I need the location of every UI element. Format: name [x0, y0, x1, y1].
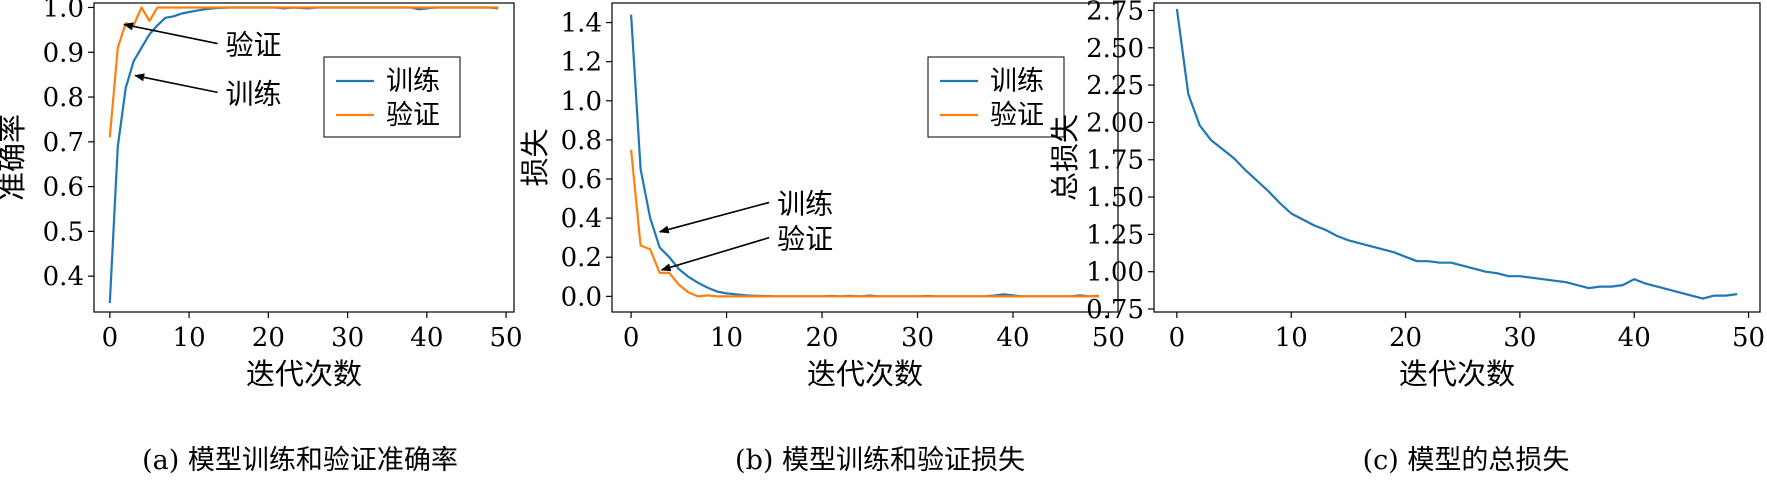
y-tick-label: 0.9: [43, 38, 84, 68]
x-tick-label: 40: [996, 323, 1029, 353]
x-tick-label: 30: [1503, 323, 1536, 353]
x-tick-label: 0: [1169, 323, 1186, 353]
x-tick-label: 50: [490, 323, 523, 353]
x-tick-label: 40: [1618, 323, 1651, 353]
x-tick-label: 20: [805, 323, 838, 353]
plot-frame: [1153, 2, 1761, 313]
y-tick-label: 0.6: [561, 165, 602, 195]
y-tick-label: 1.2: [561, 48, 602, 78]
legend-entry: 训练: [990, 66, 1044, 97]
y-axis-label: 总损失: [1048, 114, 1082, 201]
annotation-arrow: [658, 201, 770, 234]
y-tick-label: 2.00: [1086, 108, 1144, 138]
legend-box: [927, 56, 1065, 138]
y-tick-label: 0.2: [561, 243, 602, 273]
x-tick-label: 10: [710, 323, 743, 353]
y-tick-label: 2.25: [1086, 71, 1144, 101]
y-tick-label: 0.8: [43, 83, 84, 113]
y-tick-label: 0.5: [43, 217, 84, 247]
y-tick-label: 0.8: [561, 126, 602, 156]
y-tick-label: 0.0: [561, 282, 602, 312]
annotation-arrow: [134, 73, 218, 94]
legend-entry: 验证: [990, 100, 1044, 131]
plot-frame: [611, 2, 1119, 313]
caption-a: (a) 模型训练和验证准确率: [142, 445, 458, 476]
y-tick-label: 0.4: [43, 262, 84, 292]
x-axis-label: 迭代次数: [246, 357, 362, 391]
y-tick-label: 2.75: [1086, 0, 1144, 26]
annotation-arrow: [660, 236, 770, 272]
plot-frame: [93, 2, 515, 313]
annotation-label: 训练: [226, 77, 282, 110]
caption-b: (b) 模型训练和验证损失: [735, 445, 1025, 476]
series-line-val: [630, 149, 1099, 298]
y-tick-label: 1.50: [1086, 183, 1144, 213]
x-tick-label: 0: [623, 323, 640, 353]
y-axis-label: 准确率: [0, 114, 29, 201]
caption-c: (c) 模型的总损失: [1362, 445, 1570, 476]
legend-entry: 训练: [386, 66, 440, 97]
chart-b: 0 10 20 30 40 50 0.0 0.2 0.4 0.6 0.8 1.0 1.2 1.4 迭代次数 损…: [518, 2, 1125, 391]
annotation-label: 验证: [226, 29, 282, 62]
y-tick-label: 1.75: [1086, 146, 1144, 176]
y-tick-label: 0.75: [1086, 295, 1144, 325]
y-tick-label: 1.4: [561, 9, 602, 39]
x-tick-label: 50: [1092, 323, 1125, 353]
x-tick-label: 10: [173, 323, 206, 353]
series-line-train: [108, 6, 499, 304]
x-tick-label: 30: [901, 323, 934, 353]
y-tick-label: 0.7: [43, 128, 84, 158]
annotation-label: 训练: [777, 187, 833, 220]
chart-c: 0 10 20 30 40 500.751.001.251.501.752.002.252…: [1048, 0, 1765, 391]
y-axis-label: 损失: [518, 128, 552, 186]
chart-a: 0 10 20 30 40 50 0.4 0.5 0.6 0.7 0.8 0.9 1.0 迭代次数 准确率 验…: [0, 0, 523, 391]
y-tick-label: 0.6: [43, 173, 84, 203]
y-tick-label: 1.00: [1086, 258, 1144, 288]
series-line-val: [108, 6, 499, 138]
y-tick-label: 1.0: [561, 87, 602, 117]
legend-entry: 验证: [386, 100, 440, 131]
x-tick-label: 20: [1389, 323, 1422, 353]
annotation-label: 验证: [777, 223, 833, 256]
series-line-total: [1175, 8, 1738, 300]
y-tick-label: 2.50: [1086, 34, 1144, 64]
annotation-arrow: [123, 22, 218, 45]
y-tick-label: 1.0: [43, 0, 84, 23]
x-axis-label: 迭代次数: [807, 357, 923, 391]
x-tick-label: 40: [410, 323, 443, 353]
x-tick-label: 10: [1275, 323, 1308, 353]
x-tick-label: 0: [102, 323, 119, 353]
x-axis-label: 迭代次数: [1399, 357, 1515, 391]
x-tick-label: 30: [331, 323, 364, 353]
x-tick-label: 20: [252, 323, 285, 353]
y-tick-label: 0.4: [561, 204, 602, 234]
y-tick-label: 1.25: [1086, 220, 1144, 250]
legend-box: [323, 56, 461, 138]
x-tick-label: 50: [1732, 323, 1765, 353]
